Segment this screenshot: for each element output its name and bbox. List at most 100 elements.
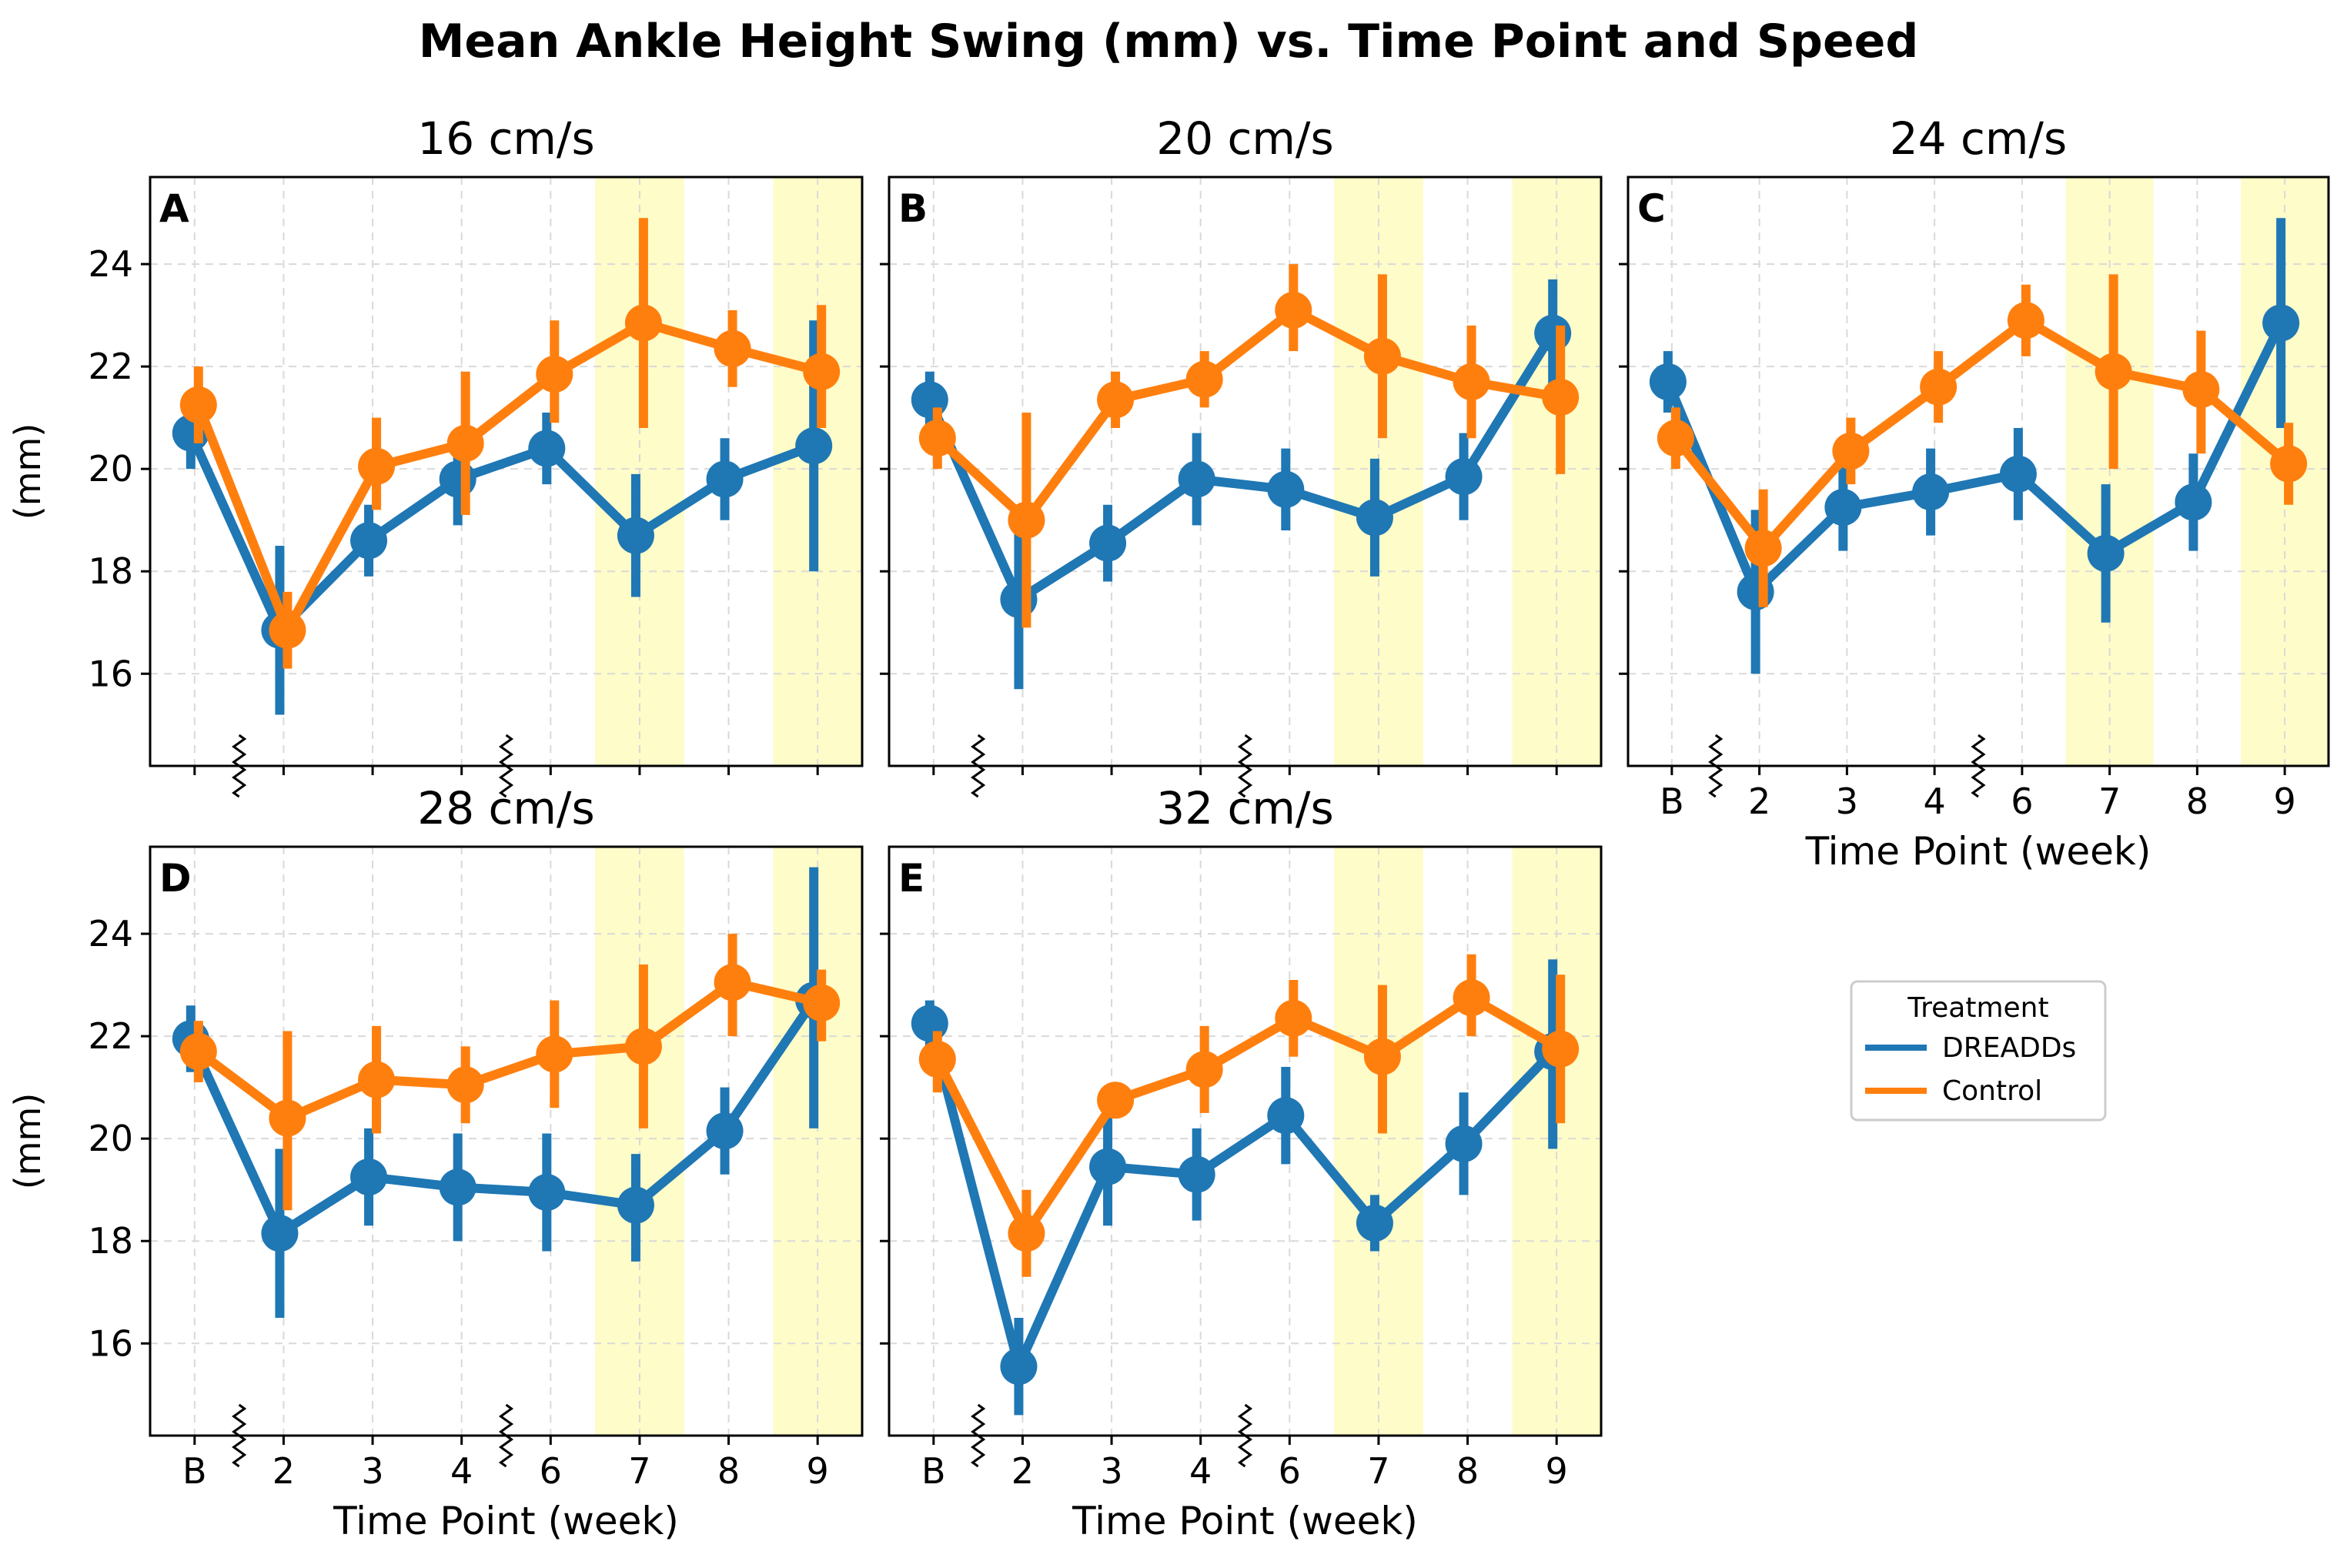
panel-title: 16 cm/s xyxy=(417,112,594,165)
y-axis-label: (mm) xyxy=(7,1093,48,1190)
x-tick-label: 9 xyxy=(1546,1450,1568,1492)
data-point xyxy=(179,1033,217,1071)
data-point xyxy=(1089,1148,1127,1185)
y-tick-label: 20 xyxy=(88,1118,133,1159)
x-tick-label: B xyxy=(1660,781,1684,822)
data-point xyxy=(1097,1082,1135,1119)
data-point xyxy=(1178,460,1215,498)
data-point xyxy=(1453,363,1490,401)
data-point xyxy=(1178,1155,1215,1193)
data-point xyxy=(536,1035,573,1073)
data-point xyxy=(1445,458,1483,496)
data-point xyxy=(617,1186,654,1224)
data-point xyxy=(439,460,476,498)
data-point xyxy=(1097,381,1135,419)
axis-break-marker xyxy=(498,734,514,798)
data-point xyxy=(358,1061,396,1098)
y-tick-label: 24 xyxy=(88,913,133,955)
data-point xyxy=(803,984,841,1021)
data-point xyxy=(714,329,751,367)
data-point xyxy=(446,424,484,462)
data-point xyxy=(1356,1204,1393,1242)
axis-break-marker xyxy=(232,734,247,798)
x-tick-label: 6 xyxy=(1279,1450,1301,1492)
x-tick-label: 2 xyxy=(1748,781,1770,822)
data-point xyxy=(350,1158,388,1196)
x-tick-label: 2 xyxy=(1011,1450,1034,1492)
data-point xyxy=(714,964,751,1001)
figure-title: Mean Ankle Height Swing (mm) vs. Time Po… xyxy=(419,15,1919,69)
data-point xyxy=(918,420,956,457)
panel-b: 20 cm/s B xyxy=(880,112,1603,798)
x-tick-label: 2 xyxy=(272,1450,295,1492)
legend-item-label: Control xyxy=(1942,1075,2042,1107)
data-point xyxy=(1657,420,1694,457)
data-point xyxy=(1000,580,1038,618)
panel-c: B 2 3 4 6 7 8 9 24 cm/s C Time Point (week) xyxy=(1619,112,2330,874)
data-point xyxy=(795,427,833,465)
data-point xyxy=(1000,1348,1038,1386)
data-point xyxy=(617,517,654,554)
axis-break-marker xyxy=(1237,1403,1253,1468)
x-axis-label: Time Point (week) xyxy=(333,1499,679,1543)
data-point xyxy=(624,304,662,342)
data-point xyxy=(2095,353,2132,390)
axis-break-marker xyxy=(1971,734,1986,798)
y-axis-label: (mm) xyxy=(7,423,48,520)
data-point xyxy=(2175,483,2212,521)
panel-title: 28 cm/s xyxy=(417,782,594,834)
axes-frame xyxy=(888,176,1603,767)
data-point xyxy=(706,1112,744,1150)
data-point xyxy=(1185,360,1223,398)
data-point xyxy=(1267,1097,1305,1135)
y-tick-label: 16 xyxy=(88,653,133,694)
data-point xyxy=(1008,501,1045,539)
data-point xyxy=(1920,368,1958,406)
panel-letter: C xyxy=(1637,186,1666,231)
x-tick-label: 8 xyxy=(2186,781,2208,822)
series-control xyxy=(1657,274,2308,607)
data-point xyxy=(1275,999,1312,1037)
axis-break-marker xyxy=(498,1403,514,1468)
panel-e: B 2 3 4 6 7 8 9 32 cm/s E Time Point (week) xyxy=(880,782,1603,1543)
panel-letter: A xyxy=(159,186,189,231)
data-point xyxy=(1445,1125,1483,1162)
x-axis-label: Time Point (week) xyxy=(1072,1499,1418,1543)
data-point xyxy=(1912,473,1950,511)
data-point xyxy=(261,1215,299,1252)
data-point xyxy=(1356,499,1393,537)
data-point xyxy=(1542,379,1580,416)
data-point xyxy=(439,1168,476,1206)
x-tick-label: 8 xyxy=(1456,1450,1479,1492)
axis-break-marker xyxy=(1708,734,1723,798)
data-point xyxy=(1534,314,1572,352)
data-point xyxy=(1737,573,1774,610)
data-point xyxy=(2087,534,2125,572)
data-point xyxy=(1008,1215,1045,1252)
y-tick-label: 16 xyxy=(88,1322,133,1364)
series-control xyxy=(918,954,1580,1277)
x-tick-label: 7 xyxy=(628,1450,650,1492)
data-point xyxy=(1824,489,1862,527)
x-tick-label: 9 xyxy=(807,1450,829,1492)
axes-frame xyxy=(1627,176,2330,767)
series-control xyxy=(179,218,841,669)
data-point xyxy=(528,430,566,467)
x-tick-label: 3 xyxy=(1836,781,1858,822)
x-tick-label: 6 xyxy=(540,1450,562,1492)
data-point xyxy=(528,1174,566,1212)
data-point xyxy=(269,611,306,649)
x-axis-label: Time Point (week) xyxy=(1805,829,2151,874)
axis-break-marker xyxy=(1237,734,1253,798)
panel-letter: B xyxy=(898,186,928,231)
data-point xyxy=(1744,530,1782,567)
axes-frame xyxy=(149,845,864,1437)
y-tick-label: 24 xyxy=(88,243,133,285)
panel-title: 32 cm/s xyxy=(1156,782,1333,834)
legend-title: Treatment xyxy=(1907,992,2048,1024)
data-point xyxy=(1649,363,1687,401)
series-control xyxy=(918,264,1580,628)
series-dreadds xyxy=(1649,218,2300,674)
